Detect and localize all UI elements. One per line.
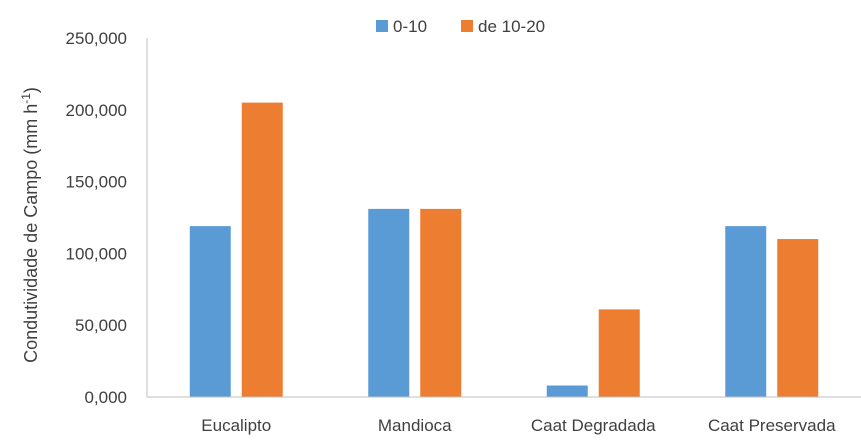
category-label: Caat Degradada [531, 416, 656, 435]
bar-de-10-20-caat-preservada [777, 239, 819, 397]
y-tick-label: 50,000 [75, 316, 127, 335]
category-label: Mandioca [378, 416, 452, 435]
bar-0-10-caat-degradada [546, 385, 588, 397]
legend-label-0-10: 0-10 [393, 17, 427, 36]
bar-de-10-20-mandioca [420, 208, 462, 397]
y-axis-title: Condutividade de Campo (mm h-1) [19, 87, 41, 363]
bar-0-10-mandioca [368, 208, 410, 397]
category-labels: Eucalipto Mandioca Caat Degradada Caat Pres… [201, 416, 836, 435]
y-tick-label: 200,000 [66, 101, 127, 120]
y-tick-labels: 0,000 50,000 100,000 150,000 200,000 250,000 [66, 29, 127, 407]
y-axis-title-close: ) [21, 87, 41, 93]
y-tick-label: 250,000 [66, 29, 127, 48]
category-label: Eucalipto [201, 416, 271, 435]
y-axis-title-superscript: -1 [19, 93, 33, 104]
legend-swatch-de-10-20 [461, 20, 473, 32]
legend-label-de-10-20: de 10-20 [478, 17, 545, 36]
bar-0-10-eucalipto [189, 226, 231, 397]
bar-de-10-20-eucalipto [241, 102, 283, 398]
y-tick-label: 0,000 [84, 388, 127, 407]
bars [189, 102, 819, 398]
category-label: Caat Preservada [708, 416, 836, 435]
bar-0-10-caat-preservada [725, 226, 767, 397]
bar-de-10-20-caat-degradada [598, 309, 640, 397]
legend: 0-10 de 10-20 [376, 17, 545, 36]
y-tick-label: 150,000 [66, 173, 127, 192]
y-axis-title-main: Condutividade de Campo (mm h [21, 104, 41, 363]
legend-swatch-0-10 [376, 20, 388, 32]
y-tick-label: 100,000 [66, 244, 127, 263]
